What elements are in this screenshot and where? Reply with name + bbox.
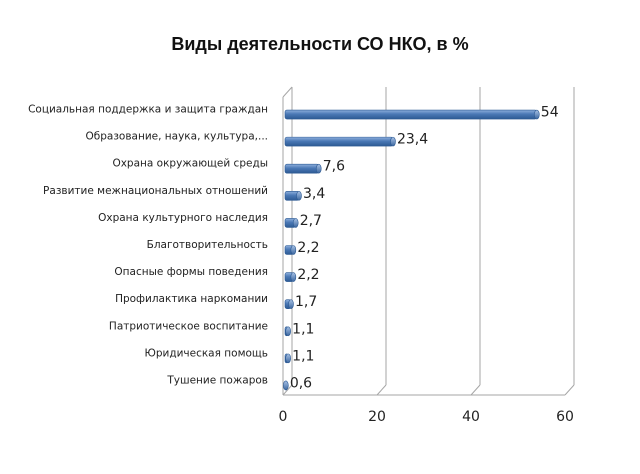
category-label: Образование, наука, культура,... [86,131,269,143]
category-label: Патриотическое воспитание [109,320,268,332]
category-label: Опасные формы поведения [114,266,268,278]
category-label: Юридическая помощь [145,347,269,359]
category-label: Профилактика наркомании [115,293,268,305]
category-label: Социальная поддержка и защита граждан [28,104,268,116]
x-tick-label: 20 [368,409,386,425]
value-label: 54 [541,105,559,121]
bar-cap [288,299,294,309]
axes: 0 20 40 60 [279,86,574,425]
bar [284,109,538,120]
category-label: Охрана окружающей среды [112,158,268,170]
x-tick-label: 40 [462,409,480,425]
value-label: 2,7 [300,213,322,229]
category-label: Охрана культурного наследия [98,212,268,224]
bar-cap [285,353,291,364]
value-label: 3,4 [303,186,325,202]
bar-cap [285,326,291,337]
floor-gridline [564,384,575,396]
x-tick-label: 0 [279,409,288,425]
floor-gridline [282,384,293,396]
category-label: Развитие межнациональных отношений [43,185,268,197]
bar-cap [390,136,396,147]
x-tick-label: 60 [556,409,574,425]
bar-cap [292,218,299,228]
value-label: 0,6 [290,375,312,391]
chart-title: Виды деятельности СО НКО, в % [171,34,469,54]
category-label: Тушение пожаров [166,374,268,386]
category-label: Благотворительность [147,239,268,251]
value-label: 2,2 [297,267,319,283]
value-label: 2,2 [297,240,319,256]
bar [284,136,394,147]
value-label: 7,6 [323,159,345,175]
bars [283,109,540,391]
grid-lines [282,87,575,396]
floor-gridline [376,384,387,396]
value-label: 1,7 [295,294,317,310]
bar-cap [283,380,289,391]
bar-cap [290,272,297,282]
labels: Социальная поддержка и защита граждан 54 О… [28,104,559,392]
bar-cap [315,163,322,174]
bar-cap [290,245,297,255]
bar [284,163,320,174]
value-label: 1,1 [292,321,314,337]
floor-gridline [470,384,481,396]
bar-cap [296,191,302,201]
value-label: 23,4 [397,132,428,148]
y-axis-depth [282,86,293,98]
value-label: 1,1 [292,348,314,364]
bar-cap [533,109,540,120]
